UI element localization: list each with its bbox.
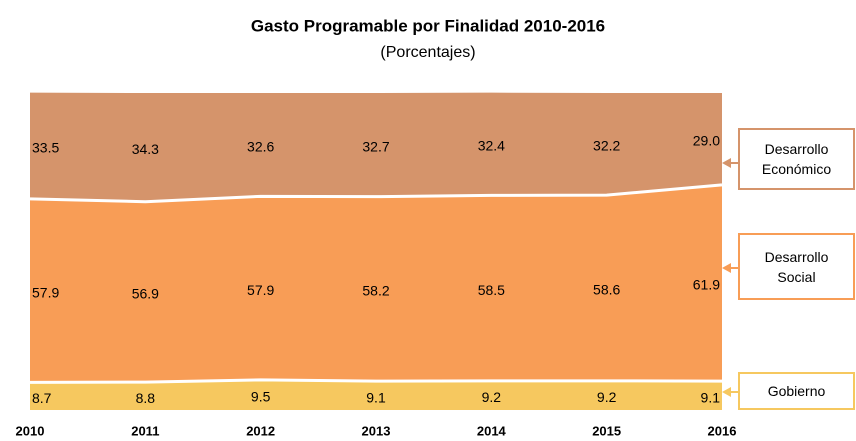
data-label: 61.9 bbox=[693, 277, 720, 293]
chart-title: Gasto Programable por Finalidad 2010-201… bbox=[251, 16, 605, 35]
data-label: 32.6 bbox=[247, 138, 274, 154]
data-label: 9.2 bbox=[597, 389, 617, 405]
data-label: 58.5 bbox=[478, 282, 505, 298]
data-label: 32.4 bbox=[478, 138, 505, 154]
data-label: 57.9 bbox=[247, 282, 274, 298]
chart-subtitle: (Porcentajes) bbox=[380, 44, 475, 61]
legend-entry: Desarrollo Social bbox=[738, 233, 855, 300]
x-tick-label: 2014 bbox=[477, 423, 507, 438]
x-tick-label: 2016 bbox=[708, 423, 737, 438]
legend-arrowhead bbox=[722, 387, 731, 397]
x-tick-label: 2013 bbox=[362, 423, 391, 438]
data-label: 58.6 bbox=[593, 282, 620, 298]
data-label: 8.8 bbox=[136, 390, 156, 406]
x-tick-label: 2015 bbox=[592, 423, 621, 438]
data-label: 29.0 bbox=[693, 133, 720, 149]
data-label: 58.2 bbox=[362, 283, 389, 299]
data-label: 32.2 bbox=[593, 138, 620, 154]
area bbox=[30, 184, 722, 383]
legend-arrowhead bbox=[722, 158, 731, 168]
legend-entry: Desarrollo Económico bbox=[738, 128, 855, 190]
data-label: 9.1 bbox=[366, 389, 386, 405]
data-label: 9.5 bbox=[251, 389, 271, 405]
data-label: 32.7 bbox=[362, 139, 389, 155]
area bbox=[30, 92, 722, 202]
boundary-line bbox=[29, 183, 723, 204]
data-label: 8.7 bbox=[32, 390, 52, 406]
data-label: 56.9 bbox=[132, 286, 159, 302]
data-label: 57.9 bbox=[32, 284, 59, 300]
x-tick-label: 2010 bbox=[16, 423, 45, 438]
data-label: 9.2 bbox=[482, 389, 502, 405]
data-label: 9.1 bbox=[701, 389, 721, 405]
data-label: 34.3 bbox=[132, 141, 159, 157]
x-tick-label: 2011 bbox=[131, 423, 159, 438]
data-label: 33.5 bbox=[32, 139, 59, 155]
area bbox=[30, 379, 722, 410]
legend-entry: Gobierno bbox=[738, 372, 855, 410]
legend-arrowhead bbox=[722, 263, 731, 273]
boundary-line bbox=[29, 378, 723, 384]
x-tick-label: 2012 bbox=[246, 423, 275, 438]
